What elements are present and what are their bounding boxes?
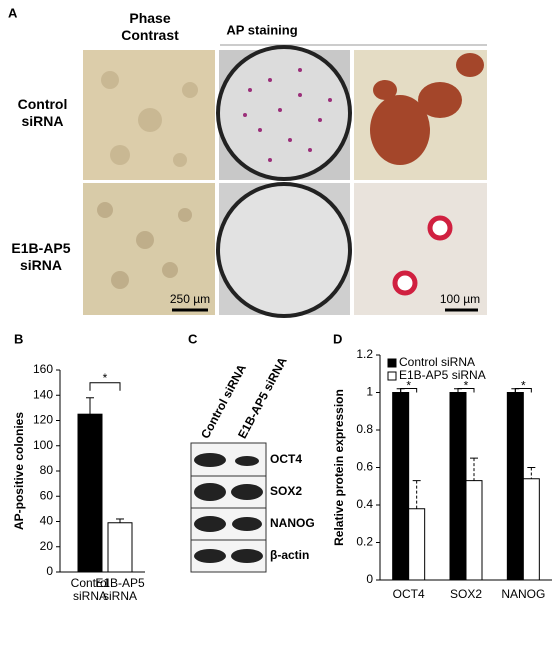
legend-swatch	[387, 371, 397, 381]
significance-bracket	[457, 388, 475, 393]
significance: *	[406, 379, 411, 393]
bar	[107, 522, 133, 573]
significance: *	[103, 371, 108, 385]
y-tick-label: 0	[46, 564, 53, 578]
ap-colony	[392, 270, 418, 296]
scale-label: 100 µm	[440, 292, 480, 306]
panel-label: C	[188, 331, 198, 346]
y-tick-label: 0.6	[356, 460, 373, 474]
y-tick-label: 1.2	[356, 347, 373, 361]
band-label: OCT4	[270, 452, 302, 466]
significance-bracket	[89, 382, 121, 391]
band-label: NANOG	[270, 516, 315, 530]
panel-label: A	[8, 5, 18, 20]
significance: *	[464, 379, 469, 393]
column-header: AP staining	[226, 22, 297, 37]
ap-colony	[427, 215, 453, 241]
y-axis-label: Relative protein expression	[332, 389, 346, 546]
dish	[216, 182, 352, 318]
column-header: Phase Contrast	[121, 10, 179, 43]
significance: *	[521, 379, 526, 393]
band-label: β-actin	[270, 548, 309, 562]
bar	[392, 392, 410, 581]
y-axis-label: AP-positive colonies	[12, 412, 26, 530]
scale-label: 250 µm	[170, 292, 210, 306]
y-tick-label: 40	[40, 514, 54, 528]
blot-divider	[191, 475, 266, 541]
cells	[101, 71, 198, 167]
row-label: Control siRNA	[17, 96, 68, 129]
ap-image	[354, 183, 487, 315]
panel-label: D	[333, 331, 342, 346]
band-label: SOX2	[270, 484, 302, 498]
bar	[522, 478, 540, 581]
x-tick-label: E1B-AP5 siRNA	[95, 576, 145, 603]
y-tick-label: 1	[366, 385, 373, 399]
y-tick-label: 160	[33, 362, 53, 376]
y-tick-label: 60	[40, 488, 54, 502]
colonies	[243, 68, 332, 162]
bar	[408, 508, 426, 581]
y-tick-label: 0.2	[356, 535, 373, 549]
x-tick-label: NANOG	[501, 587, 546, 601]
dish	[216, 45, 352, 181]
bar	[77, 413, 103, 573]
bar	[449, 392, 467, 581]
cells	[97, 202, 192, 289]
bands	[194, 453, 263, 563]
legend-label: Control siRNA	[399, 355, 475, 369]
y-tick-label: 120	[33, 413, 53, 427]
y-tick-label: 20	[40, 539, 54, 553]
bar	[506, 392, 524, 581]
y-tick-label: 0	[366, 572, 373, 586]
x-tick-label: OCT4	[392, 587, 425, 601]
significance-bracket	[514, 388, 532, 393]
legend-swatch	[387, 358, 397, 368]
y-tick-label: 140	[33, 387, 53, 401]
ap-colony	[370, 53, 484, 165]
row-label: E1B-AP5 siRNA	[11, 240, 71, 273]
legend-label: E1B-AP5 siRNA	[399, 368, 486, 382]
x-tick-label: SOX2	[449, 587, 482, 601]
y-tick-label: 0.4	[356, 497, 373, 511]
significance-bracket	[400, 388, 418, 393]
panel-label: B	[14, 331, 23, 346]
y-tick-label: 100	[33, 438, 53, 452]
x-tick-label: Control siRNA	[70, 576, 110, 603]
y-tick-label: 0.8	[356, 422, 373, 436]
y-tick-label: 80	[40, 463, 54, 477]
bar	[465, 480, 483, 581]
